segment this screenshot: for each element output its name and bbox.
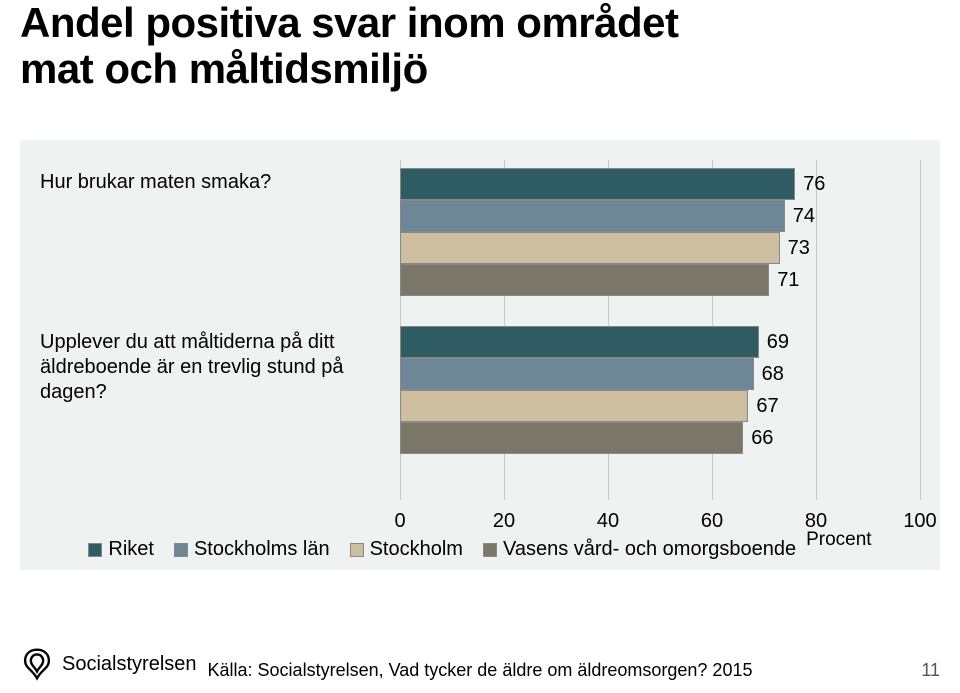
title-line-1: Andel positiva svar inom området [20, 0, 679, 46]
chart-plot-area: 76747371 69686766 [400, 160, 920, 500]
bar-value-label: 66 [751, 422, 773, 454]
legend-item: Stockholms län [174, 538, 330, 561]
x-tick-label: 60 [701, 510, 723, 533]
bar [400, 168, 795, 200]
legend-label: Stockholms län [194, 538, 330, 561]
bar [400, 390, 748, 422]
bar-value-label: 67 [756, 390, 778, 422]
bar [400, 232, 780, 264]
bar [400, 358, 754, 390]
page-title: Andel positiva svar inom området mat och… [20, 0, 679, 92]
x-tick-label: 100 [903, 510, 936, 533]
question-label-0: Hur brukar maten smaka? [40, 170, 380, 195]
bar [400, 422, 743, 454]
legend-swatch [350, 543, 364, 557]
page-footer: Socialstyrelsen Källa: Socialstyrelsen, … [20, 647, 940, 681]
chart-panel: Hur brukar maten smaka? Upplever du att … [20, 140, 940, 570]
x-tick-label: 0 [394, 510, 405, 533]
legend-item: Vasens vård- och omorgsboende [483, 538, 796, 561]
bar [400, 200, 785, 232]
gridline [816, 160, 817, 500]
legend-label: Riket [108, 538, 154, 561]
legend-suffix: Procent [806, 529, 871, 551]
bar [400, 326, 759, 358]
bar [400, 264, 769, 296]
legend-swatch [88, 543, 102, 557]
legend-label: Vasens vård- och omorgsboende [503, 538, 796, 561]
source-citation: Källa: Socialstyrelsen, Vad tycker de äl… [20, 660, 940, 681]
bar-group-area: 76747371 69686766 [400, 160, 920, 500]
legend-swatch [174, 543, 188, 557]
bar-value-label: 69 [767, 326, 789, 358]
gridline [920, 160, 921, 500]
bar-value-label: 68 [762, 358, 784, 390]
legend-item: Stockholm [350, 538, 463, 561]
title-line-2: mat och måltidsmiljö [20, 45, 428, 92]
bar-value-label: 71 [777, 264, 799, 296]
bar-value-label: 76 [803, 168, 825, 200]
x-tick-label: 40 [597, 510, 619, 533]
question-label-1: Upplever du att måltiderna på ditt äldre… [40, 330, 380, 405]
x-tick-label: 20 [493, 510, 515, 533]
bar-value-label: 74 [793, 200, 815, 232]
bar-value-label: 73 [788, 232, 810, 264]
legend-swatch [483, 543, 497, 557]
legend-label: Stockholm [370, 538, 463, 561]
legend-item: Riket [88, 538, 154, 561]
chart-legend: Riket Stockholms län Stockholm Vasens vård-… [20, 538, 940, 561]
